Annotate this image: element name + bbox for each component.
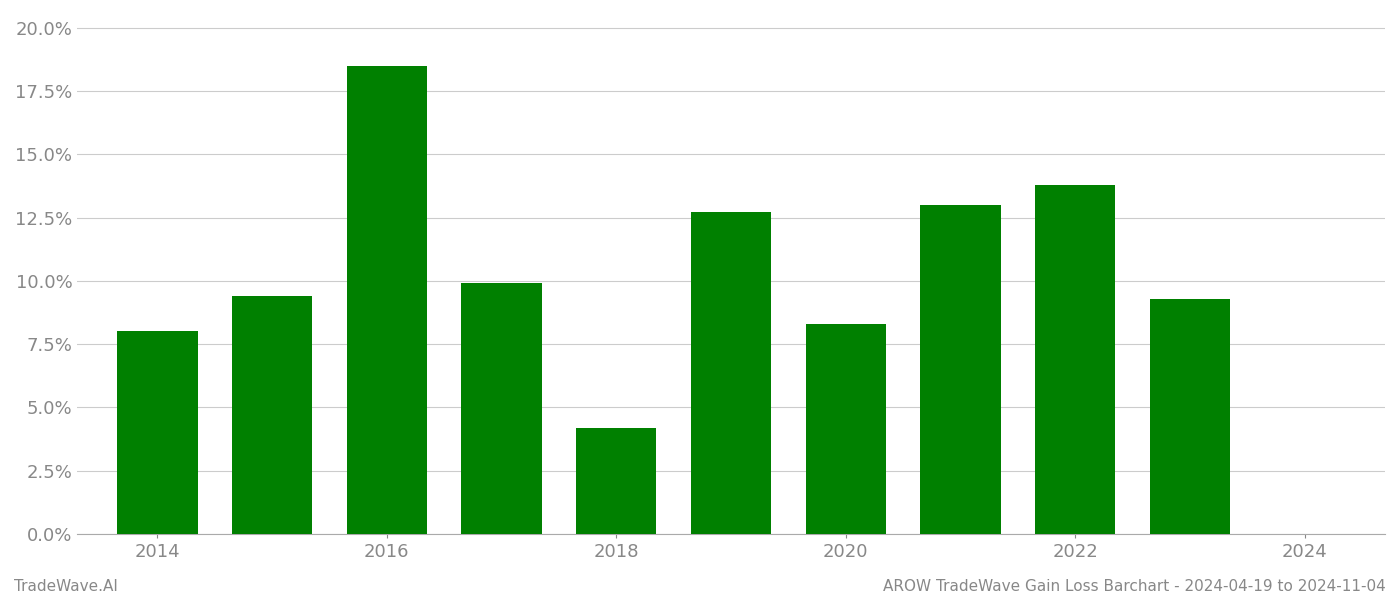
Bar — [805, 324, 886, 534]
Bar — [692, 212, 771, 534]
Text: AROW TradeWave Gain Loss Barchart - 2024-04-19 to 2024-11-04: AROW TradeWave Gain Loss Barchart - 2024… — [883, 579, 1386, 594]
Bar — [232, 296, 312, 534]
Text: TradeWave.AI: TradeWave.AI — [14, 579, 118, 594]
Bar — [577, 428, 657, 534]
Bar — [1035, 185, 1116, 534]
Bar — [462, 283, 542, 534]
Bar — [920, 205, 1001, 534]
Bar — [118, 331, 197, 534]
Bar — [347, 65, 427, 534]
Bar — [1149, 299, 1231, 534]
